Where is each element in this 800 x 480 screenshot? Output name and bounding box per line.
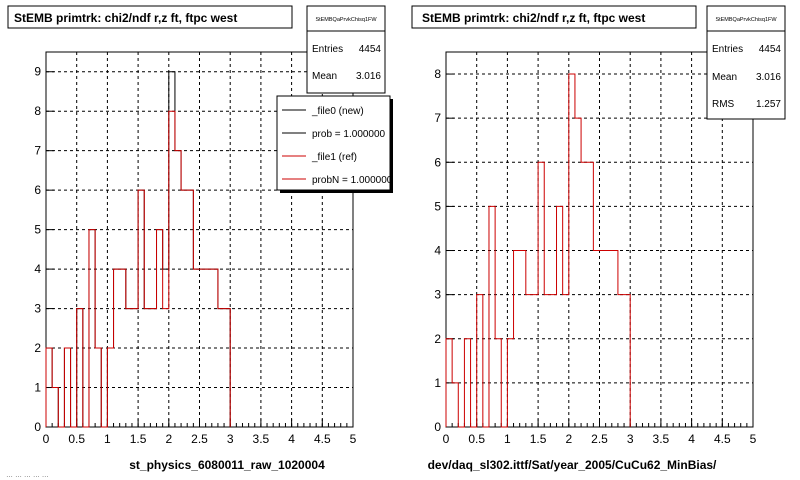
right-y-tick-label: 3: [434, 288, 441, 302]
left-x-tick-label: 5: [350, 432, 357, 446]
left-histogram-panel: 0 1 2 3 4 5 6 7 8 9 0 0.5 1 1.5 2 2.5 3 3.5 4 4.5 5 StEMB pr…: [7, 5, 393, 472]
left-x-tick-label: 1: [104, 432, 111, 446]
left-x-tick-label: 4.5: [314, 432, 331, 446]
right-y-tick-label: 0: [434, 420, 441, 434]
left-y-tick-label: 1: [34, 381, 41, 395]
left-x-tick-label: 3.5: [253, 432, 270, 446]
left-y-tick-label: 8: [34, 104, 41, 118]
left-y-tick-label: 6: [34, 183, 41, 197]
right-stats-box: [706, 5, 786, 120]
left-legend-box: [276, 95, 391, 191]
right-stats-entries-value: 4454: [759, 44, 782, 55]
right-x-tick-label: 5: [750, 432, 757, 446]
left-y-tick-label: 0: [34, 420, 41, 434]
left-x-tick-label: 2: [165, 432, 172, 446]
right-series-file1-ref: [445, 73, 631, 428]
right-title: StEMB primtrk: chi2/ndf r,z ft, ftpc wes…: [422, 11, 645, 25]
left-series-file1-ref: [45, 110, 231, 428]
left-y-tick-label: 9: [34, 65, 41, 79]
left-x-tick-label: 1.5: [130, 432, 147, 446]
right-stats-rms-label: RMS: [712, 99, 735, 110]
right-x-tick-label: 0.5: [468, 432, 485, 446]
right-x-caption: dev/daq_sl302.ittf/Sat/year_2005/CuCu62_…: [428, 458, 717, 472]
left-y-tick-label: 7: [34, 144, 41, 158]
right-x-tick-label: 2: [565, 432, 572, 446]
left-y-tick-label: 3: [34, 302, 41, 316]
right-stats-mean-value: 3.016: [756, 72, 781, 83]
left-x-caption: st_physics_6080011_raw_1020004: [129, 458, 325, 472]
right-x-tick-label: 2.5: [591, 432, 608, 446]
left-title: StEMB primtrk: chi2/ndf r,z ft, ftpc wes…: [14, 11, 237, 25]
left-x-tick-label: 3: [227, 432, 234, 446]
right-y-tick-label: 1: [434, 376, 441, 390]
left-x-tick-label: 0: [43, 432, 50, 446]
left-y-tick-label: 5: [34, 223, 41, 237]
right-y-tick-label: 6: [434, 155, 441, 169]
left-series-layer: [45, 71, 231, 428]
legend-label-file0: _file0 (new): [311, 106, 364, 117]
left-y-tick-label: 2: [34, 341, 41, 355]
left-x-tick-label: 0.5: [68, 432, 85, 446]
right-y-tick-label: 5: [434, 199, 441, 213]
left-stats-box: [306, 5, 386, 94]
right-x-tick-label: 0: [443, 432, 450, 446]
left-stats-mean-label: Mean: [312, 71, 337, 82]
right-x-tick-label: 1: [504, 432, 511, 446]
right-stats-rms-value: 1.257: [756, 99, 781, 110]
right-y-tick-label: 4: [434, 244, 441, 258]
right-stats-entries-label: Entries: [712, 44, 743, 55]
legend-label-prob: prob = 1.000000: [312, 129, 386, 140]
right-stats-name: StEMBQaPrvkChisq1FW: [715, 17, 777, 23]
left-stats-name: StEMBQaPrvkChisq1FW: [315, 17, 377, 23]
right-stats-mean-label: Mean: [712, 72, 737, 83]
right-y-tick-label: 8: [434, 67, 441, 81]
left-x-tick-label: 4: [288, 432, 295, 446]
legend-label-probN: probN = 1.000000: [312, 175, 393, 186]
right-x-tick-label: 4.5: [714, 432, 731, 446]
left-x-tick-label: 2.5: [191, 432, 208, 446]
left-stats-entries-value: 4454: [359, 44, 382, 55]
left-y-tick-label: 4: [34, 262, 41, 276]
legend-label-file1: _file1 (ref): [311, 152, 357, 163]
left-title-box: [7, 5, 293, 29]
left-stats-entries-label: Entries: [312, 44, 343, 55]
right-x-tick-label: 4: [688, 432, 695, 446]
right-x-tick-label: 3: [627, 432, 634, 446]
corner-timestamp: … … … … …: [6, 472, 49, 479]
right-y-tick-label: 7: [434, 111, 441, 125]
right-series-layer: [445, 73, 631, 428]
left-stats-mean-value: 3.016: [356, 71, 381, 82]
right-title-box: [411, 5, 697, 29]
right-x-tick-label: 1.5: [530, 432, 547, 446]
right-y-tick-label: 2: [434, 332, 441, 346]
right-x-tick-label: 3.5: [653, 432, 670, 446]
right-histogram-panel: 0 1 2 3 4 5 6 7 8 0 0.5 1 1.5 2 2.5 3 3.5 4 4.5 5 StEMB pri…: [411, 5, 786, 472]
